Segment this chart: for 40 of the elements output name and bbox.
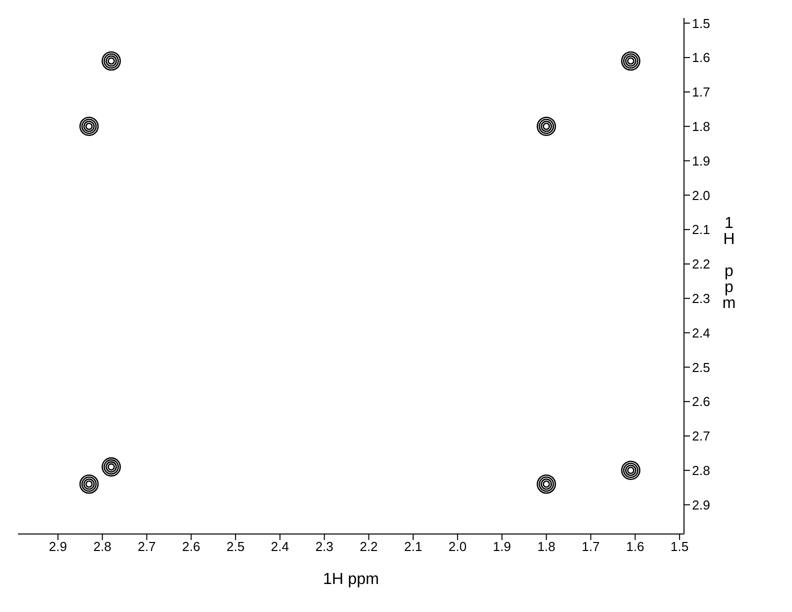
point: [536, 474, 556, 494]
x-tick-label: 1.6: [626, 539, 644, 554]
point: [621, 51, 640, 71]
y-tick-label: 2.1: [692, 222, 710, 238]
y-tick-label: 1.7: [692, 84, 710, 100]
y-tick-label: 2.5: [692, 360, 710, 375]
y-tick-label: 2.4: [692, 325, 710, 340]
point: [102, 457, 121, 477]
x-tick-label: 2.2: [360, 539, 378, 554]
y-tick-label: 2.9: [692, 497, 710, 512]
point: [102, 51, 121, 71]
x-tick-label: 2.0: [448, 539, 467, 554]
x-tick-label: 2.4: [270, 539, 289, 554]
y-tick-label: 1.8: [692, 118, 710, 134]
y-tick-label: 2.0: [692, 188, 710, 203]
x-tick-label: 2.3: [315, 539, 334, 554]
y-tick-label: 2.3: [692, 290, 710, 306]
x-tick-label: 2.5: [226, 539, 245, 554]
y-tick-label: 2.7: [692, 428, 710, 444]
x-tick-label: 2.7: [138, 539, 156, 554]
y-tick-label: 1.5: [692, 16, 710, 31]
y-tick-label: 2.2: [692, 256, 710, 272]
x-tick-label: 2.9: [48, 539, 67, 554]
x-tick-label: 2.6: [182, 539, 200, 554]
point: [621, 460, 640, 480]
y-axis-title: 1H ppm: [722, 215, 736, 312]
point: [536, 116, 556, 136]
x-tick-label: 2.8: [93, 539, 112, 554]
x-tick-label: 1.8: [537, 539, 556, 554]
y-tick-label: 1.6: [692, 50, 710, 66]
y-tick-label: 2.8: [692, 462, 710, 478]
x-tick-label: 1.5: [670, 539, 689, 554]
x-tick-label: 1.9: [492, 539, 511, 554]
x-tick-label: 1.7: [582, 539, 600, 554]
x-tick-label: 2.1: [404, 539, 422, 554]
y-tick-label: 1.9: [692, 153, 710, 168]
point: [79, 116, 99, 136]
point: [79, 474, 99, 494]
y-tick-label: 2.6: [692, 394, 710, 410]
x-axis-title: 1H ppm: [322, 571, 380, 588]
